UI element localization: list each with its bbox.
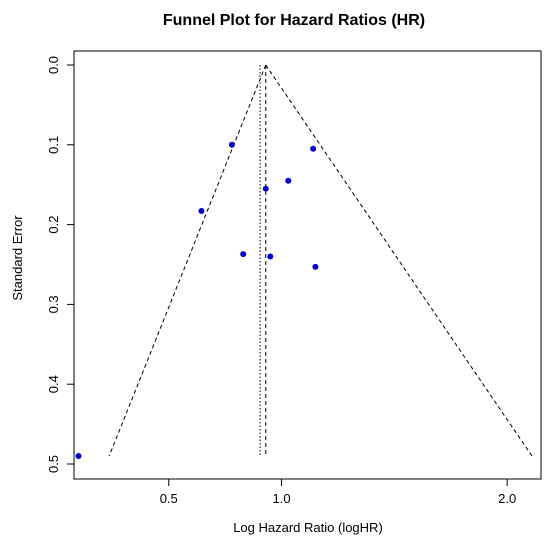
data-points — [75, 141, 319, 460]
y-tick-label: 0.1 — [46, 136, 61, 154]
funnel-left-boundary — [108, 64, 267, 457]
data-point — [285, 177, 292, 184]
funnel-lines — [108, 64, 533, 457]
y-tick-label: 0.5 — [46, 455, 61, 473]
x-tick-label: 1.0 — [273, 491, 291, 506]
data-point — [310, 145, 317, 152]
data-point — [240, 251, 247, 258]
funnel-right-boundary — [265, 64, 533, 457]
data-point — [198, 208, 205, 215]
x-axis: 0.5 1.0 2.0 — [160, 479, 516, 506]
plot-area-frame — [73, 50, 542, 480]
y-axis-label: Standard Error — [10, 215, 25, 301]
x-tick-label: 2.0 — [498, 491, 516, 506]
x-axis-label: Log Hazard Ratio (logHR) — [233, 520, 383, 535]
y-axis: 0.0 0.1 0.2 0.3 0.4 0.5 — [46, 56, 74, 473]
data-point — [75, 453, 82, 460]
data-point — [262, 185, 269, 192]
y-tick-label: 0.3 — [46, 295, 61, 313]
y-tick-label: 0.2 — [46, 216, 61, 234]
data-point — [312, 263, 319, 270]
x-tick-label: 0.5 — [160, 491, 178, 506]
chart-title: Funnel Plot for Hazard Ratios (HR) — [163, 12, 425, 29]
data-point — [267, 253, 274, 260]
data-point — [228, 141, 235, 148]
y-tick-label: 0.0 — [46, 56, 61, 74]
y-tick-label: 0.4 — [46, 375, 61, 393]
